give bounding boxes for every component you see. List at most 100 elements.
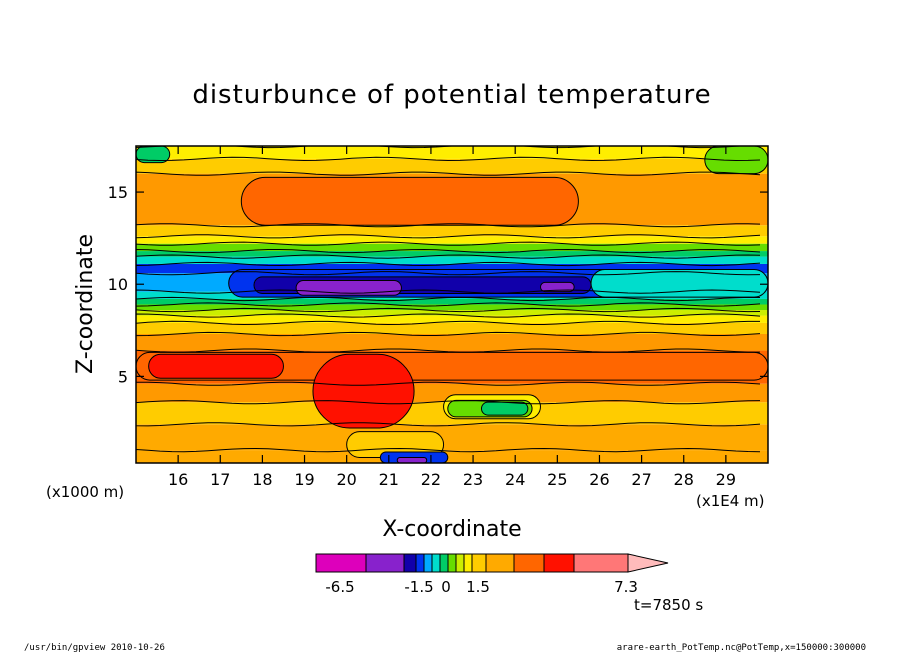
contour-band [136, 315, 768, 323]
chart-title: disturbunce of potential temperature [192, 80, 711, 110]
contour-bands [136, 146, 768, 463]
contour-band [136, 146, 768, 159]
contour-band [136, 304, 768, 311]
colorbar-swatch [447, 553, 457, 573]
x-tick-label: 17 [210, 470, 230, 489]
colorbar-swatch [471, 553, 487, 573]
x-axis-label: X-coordinate [382, 517, 521, 542]
contour-line [136, 381, 761, 386]
contour-region [396, 456, 428, 463]
y-axis-ticks: 5 10 15 [108, 183, 768, 386]
contour-line [136, 400, 761, 405]
colorbar [315, 553, 669, 573]
x-tick-label: 16 [168, 470, 188, 489]
footer-right: arare-earth_PotTemp.nc@PotTemp,x=150000:… [617, 643, 866, 653]
x-tick-label: 20 [336, 470, 356, 489]
y-axis-label: Z-coordinate [73, 234, 98, 374]
x-tick-label: 21 [379, 470, 399, 489]
colorbar-swatch [423, 553, 433, 573]
x-tick-label: 27 [631, 470, 651, 489]
colorbar-swatch [431, 553, 441, 573]
colorbar-swatch [573, 553, 629, 573]
x-unit-label: (x1E4 m) [696, 492, 765, 510]
contour-band [136, 298, 768, 305]
contour-band [136, 158, 768, 174]
footer-left: /usr/bin/gpview 2010-10-26 [24, 643, 165, 653]
colorbar-label: -1.5 [404, 578, 433, 596]
colorbar-label: -6.5 [325, 578, 354, 596]
contour-line [136, 348, 760, 353]
x-tick-label: 26 [589, 470, 609, 489]
contour-line [136, 171, 761, 176]
colorbar-label: 0 [441, 578, 451, 596]
x-tick-label: 18 [252, 470, 272, 489]
x-tick-label: 28 [674, 470, 694, 489]
contour-line [136, 302, 761, 307]
contour-line [136, 307, 761, 313]
contour-band [136, 251, 768, 257]
contour-region [148, 353, 284, 379]
contour-line [136, 223, 761, 228]
colorbar-arrow [627, 553, 669, 573]
contour-line [136, 234, 761, 239]
contour-region [136, 351, 768, 381]
time-label: t=7850 s [634, 596, 703, 614]
colorbar-swatch [513, 553, 545, 573]
contour-region [539, 281, 575, 293]
y-unit-label: (x1000 m) [46, 483, 124, 501]
contour-region [590, 268, 768, 298]
contour-line [136, 422, 761, 427]
contour-line [136, 320, 760, 326]
colorbar-swatch [315, 553, 367, 573]
colorbar-swatch [365, 553, 405, 573]
x-tick-label: 29 [716, 470, 736, 489]
contour-band [136, 243, 768, 252]
y-tick-label: 15 [108, 183, 128, 202]
colorbar-swatch [543, 553, 575, 573]
x-tick-label: 19 [294, 470, 314, 489]
x-axis-ticks: 16 17 18 19 20 21 22 23 24 25 26 27 28 29 [168, 146, 736, 489]
contour-band [136, 383, 768, 403]
colorbar-swatch [415, 553, 425, 573]
plot-frame [135, 145, 769, 464]
contour-line [136, 289, 761, 294]
contour-band [136, 450, 768, 463]
contour-region [240, 176, 579, 226]
contour-band [136, 236, 768, 244]
contour-line [136, 241, 761, 246]
contour-line [136, 313, 761, 318]
contour-line [136, 296, 761, 302]
contour-line [136, 254, 761, 259]
y-tick-label: 10 [108, 275, 128, 294]
colorbar-swatch [463, 553, 473, 573]
x-tick-label: 23 [463, 470, 483, 489]
contour-line [136, 261, 761, 267]
contour-line [136, 331, 761, 337]
colorbar-swatch [485, 553, 515, 573]
contour-line [136, 248, 761, 254]
colorbar-swatch [403, 553, 417, 573]
contour-region [480, 401, 529, 416]
colorbar-label: 7.3 [614, 578, 638, 596]
plot-area [136, 146, 768, 463]
contour-band [136, 225, 768, 237]
colorbar-swatch [455, 553, 465, 573]
colorbar-swatch [439, 553, 449, 573]
contour-line [136, 447, 761, 453]
contour-line [136, 156, 761, 162]
contour-band [136, 263, 768, 274]
colorbar-labels: -6.5 -1.5 0 1.5 7.3 [325, 578, 638, 596]
x-tick-label: 24 [505, 470, 525, 489]
contour-region [312, 353, 415, 429]
contour-band [136, 424, 768, 451]
contour-line [136, 271, 761, 276]
x-tick-label: 22 [421, 470, 441, 489]
contour-region [136, 146, 171, 164]
contour-band [136, 333, 768, 351]
y-tick-label: 5 [118, 367, 128, 386]
colorbar-label: 1.5 [466, 578, 490, 596]
contour-band [136, 256, 768, 264]
contour-band [136, 310, 768, 316]
x-tick-label: 25 [547, 470, 567, 489]
